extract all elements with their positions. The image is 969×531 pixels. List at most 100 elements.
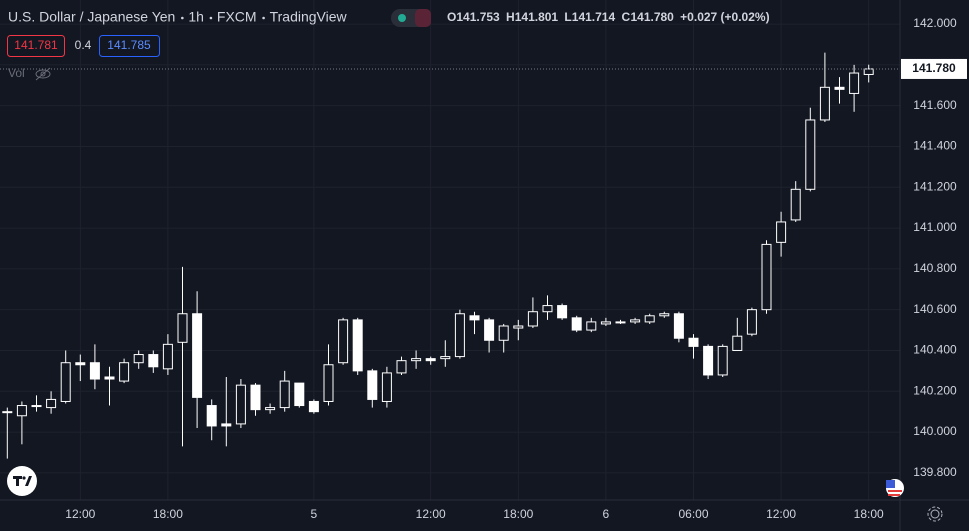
separator xyxy=(262,16,265,20)
x-tick-label: 6 xyxy=(603,507,610,521)
buy-button[interactable] xyxy=(99,35,160,57)
candle-body xyxy=(863,68,874,75)
candle-body xyxy=(2,411,13,414)
candle-body xyxy=(557,305,568,319)
candle-body xyxy=(688,337,699,347)
candle-body xyxy=(133,354,144,364)
candle-body xyxy=(119,362,130,382)
x-tick-label: 18:00 xyxy=(153,507,183,521)
separator xyxy=(181,16,184,20)
legend-value: 141.753 xyxy=(456,10,500,24)
candle-body xyxy=(381,372,392,402)
candle-body xyxy=(250,384,261,411)
candle-body xyxy=(819,86,830,121)
legend-key: L xyxy=(564,10,571,24)
candle-body xyxy=(206,405,217,427)
legend-value: 141.780 xyxy=(630,10,674,24)
y-tick-label: 141.000 xyxy=(913,220,957,234)
candle-body xyxy=(600,321,611,325)
candle-body xyxy=(805,119,816,190)
candle-body xyxy=(790,188,801,221)
x-tick-label: 18:00 xyxy=(503,507,533,521)
candle-body xyxy=(454,313,465,358)
last-price-label: 141.780 xyxy=(912,61,956,75)
candles xyxy=(2,52,874,459)
candle-body xyxy=(46,398,57,409)
legend-key: O xyxy=(447,10,456,24)
y-tick-label: 139.800 xyxy=(913,465,957,479)
candle-body xyxy=(571,317,582,331)
candle-body xyxy=(16,405,27,417)
candle-body xyxy=(469,315,480,321)
header-publisher: TradingView xyxy=(270,9,348,25)
spread: 0.4 xyxy=(75,38,92,52)
status-dot xyxy=(398,14,406,22)
volume-label: Vol xyxy=(8,66,25,80)
legend-change: +0.027 (+0.02%) xyxy=(680,10,769,24)
y-tick-label: 140.800 xyxy=(913,261,957,275)
sell-price: 141.781 xyxy=(14,38,58,52)
separator xyxy=(209,16,213,20)
header: 1h FXCM TradingView xyxy=(181,9,348,25)
grid xyxy=(0,0,900,500)
candle-body xyxy=(411,358,422,362)
candle-body xyxy=(323,364,334,402)
tradingview-logo[interactable] xyxy=(7,466,37,496)
candle-body xyxy=(849,72,860,94)
candle-body xyxy=(279,380,290,409)
y-tick-label: 142.000 xyxy=(913,16,957,30)
candle-body xyxy=(162,343,173,370)
candle-body xyxy=(527,311,538,327)
candle-body xyxy=(586,321,597,331)
buy-price: 141.785 xyxy=(107,38,151,52)
candle-body xyxy=(192,313,203,398)
x-tick-label: 5 xyxy=(311,507,318,521)
candle-body xyxy=(615,321,626,324)
candle-body xyxy=(425,358,436,362)
candle-body xyxy=(542,305,553,313)
legend-value: 141.801 xyxy=(515,10,559,24)
y-tick-label: 140.600 xyxy=(913,302,957,316)
candle-body xyxy=(732,335,743,351)
status-alert xyxy=(415,9,431,27)
candle-body xyxy=(338,319,349,364)
header-interval: 1h xyxy=(188,9,204,25)
candle-body xyxy=(352,319,363,372)
candle-body xyxy=(75,362,86,366)
hide-volume-icon[interactable] xyxy=(35,67,51,81)
last-price-tag xyxy=(901,58,967,79)
sell-button[interactable] xyxy=(7,35,65,57)
y-tick-label: 140.200 xyxy=(913,383,957,397)
candle-body xyxy=(498,325,509,341)
candle-body xyxy=(89,362,100,380)
candle-body xyxy=(717,345,728,376)
y-tick-label: 141.600 xyxy=(913,98,957,112)
axes: 139.800 140.000 140.200 140.400 140.600 140.8… xyxy=(0,16,967,521)
candle-body xyxy=(746,309,757,335)
candle-body xyxy=(761,243,772,311)
candle-body xyxy=(221,423,232,427)
candle-body xyxy=(177,313,188,343)
legend-value: 141.714 xyxy=(572,10,616,24)
legend-key: H xyxy=(506,10,515,24)
candle-body xyxy=(265,407,276,411)
candle-body xyxy=(60,362,71,402)
candle-body xyxy=(31,405,42,408)
candle-body xyxy=(776,221,787,243)
candle-body xyxy=(396,360,407,374)
flag-icon[interactable] xyxy=(886,479,904,497)
y-tick-label: 141.200 xyxy=(913,179,957,193)
candle-body xyxy=(703,345,714,376)
candle-body xyxy=(148,354,159,368)
candle-body xyxy=(104,376,115,380)
ohlc-legend: O 141.753 H 141.801 L 141.714 C 141.780 +0.027 (… xyxy=(447,10,770,24)
x-tick-label: 12:00 xyxy=(766,507,796,521)
x-tick-label: 18:00 xyxy=(854,507,884,521)
x-tick-label: 12:00 xyxy=(65,507,95,521)
y-tick-label: 141.400 xyxy=(913,139,957,153)
candle-body xyxy=(659,313,670,317)
settings-icon[interactable] xyxy=(927,506,943,522)
x-tick-label: 06:00 xyxy=(678,507,708,521)
